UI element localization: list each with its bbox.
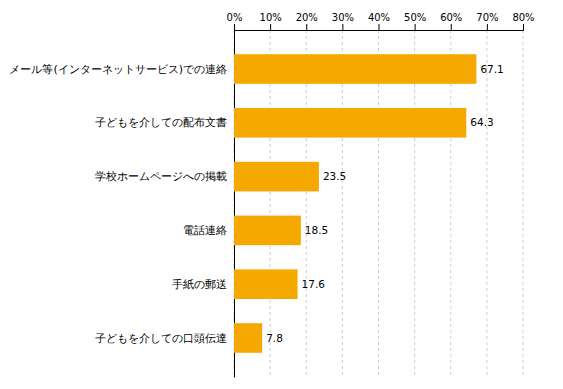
y-tick-label: メール等(インターネットサービス)での連絡	[9, 63, 227, 76]
x-tick: 10%	[260, 12, 282, 30]
bar	[234, 216, 301, 246]
y-axis: 子どもを介しての口頭伝達 手紙の郵送 電話連絡 学校ホームページへの掲載子どもを介して…	[9, 31, 234, 378]
data-label: 67.1	[480, 63, 503, 75]
x-tick: 80%	[512, 12, 534, 30]
y-tick: 手紙の郵送	[172, 278, 234, 291]
y-tick: 学校ホームページへの掲載	[95, 170, 234, 183]
x-tick: 20%	[296, 12, 318, 30]
y-tick: メール等(インターネットサービス)での連絡	[9, 63, 234, 76]
y-tick: 子どもを介しての配布文書	[95, 116, 234, 129]
x-tick-mark	[342, 24, 343, 30]
x-tick-mark	[306, 24, 307, 30]
y-tick: 子どもを介しての口頭伝達	[95, 332, 234, 345]
x-tick: 60%	[440, 12, 462, 30]
bar	[234, 108, 466, 138]
grid-line	[486, 30, 487, 377]
x-tick: 70%	[476, 12, 498, 30]
x-tick-label: 30%	[332, 12, 354, 23]
chart: 0% 10% 20% 30% 40% 50% 60% 70% 80% 子どもを介しての口頭伝達 手紙…	[0, 0, 563, 389]
data-labels: 7.8 17.6 18.5 23.5 64.3 67.1	[266, 63, 504, 344]
x-tick-label: 20%	[296, 12, 318, 23]
x-tick-label: 40%	[368, 12, 390, 23]
x-tick-mark	[523, 24, 524, 30]
data-label: 7.8	[266, 332, 283, 344]
x-tick: 0%	[227, 12, 243, 30]
x-tick-mark	[379, 24, 380, 30]
grid	[234, 30, 523, 377]
bar	[234, 54, 476, 84]
bar	[234, 323, 262, 353]
x-tick-label: 70%	[476, 12, 498, 23]
x-tick-label: 10%	[260, 12, 282, 23]
data-label: 17.6	[302, 278, 326, 290]
y-tick-label: 電話連絡	[183, 224, 227, 237]
x-tick-mark	[415, 24, 416, 30]
y-tick-label: 手紙の郵送	[172, 278, 227, 291]
bar	[234, 269, 298, 299]
x-tick-label: 0%	[227, 12, 243, 23]
x-tick-label: 50%	[404, 12, 426, 23]
bar	[234, 162, 319, 192]
y-tick-label: 学校ホームページへの掲載	[95, 170, 227, 183]
x-tick-mark	[487, 24, 488, 30]
x-tick: 50%	[404, 12, 426, 30]
x-tick-mark	[234, 24, 235, 30]
x-axis: 0% 10% 20% 30% 40% 50% 60% 70% 80%	[227, 12, 535, 31]
data-label: 18.5	[305, 224, 328, 236]
x-tick-mark	[451, 24, 452, 30]
plot: 0% 10% 20% 30% 40% 50% 60% 70% 80% 子どもを介しての口頭伝達 手紙…	[9, 12, 534, 378]
x-tick: 30%	[332, 12, 354, 30]
data-label: 64.3	[470, 116, 493, 128]
x-tick-label: 80%	[512, 12, 534, 23]
y-tick: 電話連絡	[183, 224, 234, 237]
x-axis-line	[235, 24, 524, 31]
grid-line	[523, 30, 524, 377]
bars	[234, 54, 476, 353]
data-label: 23.5	[323, 170, 346, 182]
x-tick: 40%	[368, 12, 390, 30]
y-tick-label: 子どもを介しての配布文書	[95, 116, 227, 129]
x-tick-mark	[270, 24, 271, 30]
y-tick-label: 子どもを介しての口頭伝達	[95, 332, 227, 345]
x-tick-label: 60%	[440, 12, 462, 23]
